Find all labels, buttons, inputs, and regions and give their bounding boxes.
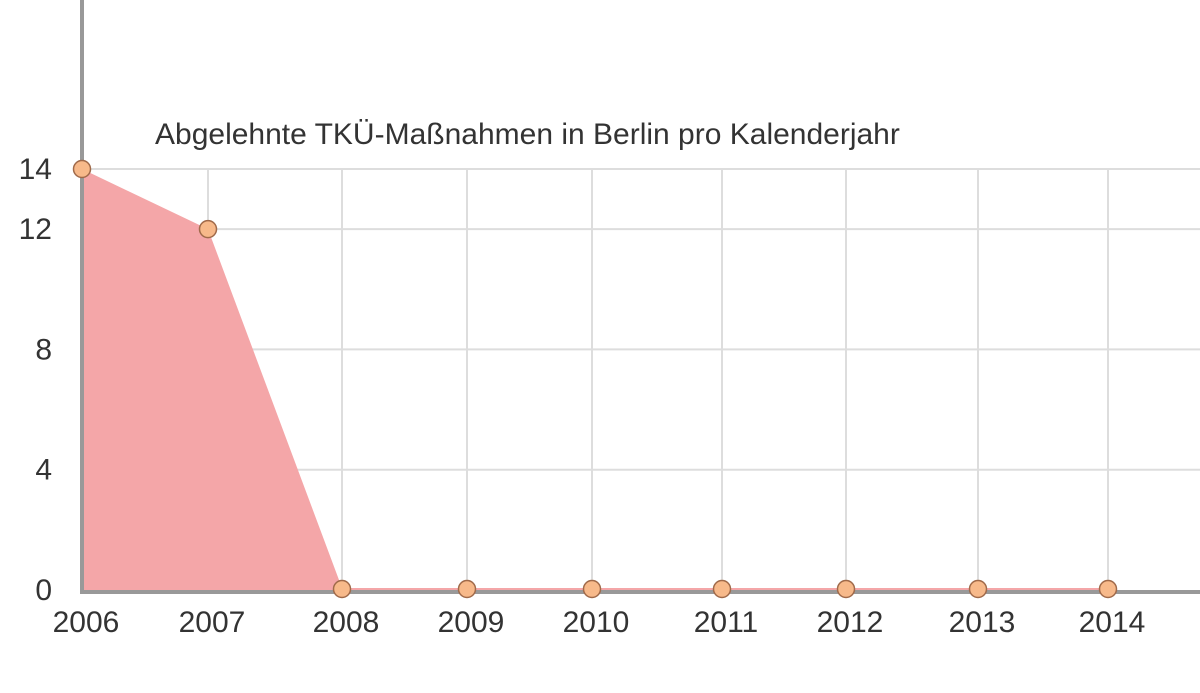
x-tick-label: 2009 <box>438 606 505 639</box>
data-point <box>332 579 352 599</box>
x-tick-label: 2011 <box>694 606 759 639</box>
axes <box>80 0 1200 594</box>
x-tick-label: 2006 <box>53 606 120 639</box>
x-tick-label: 2007 <box>179 606 246 639</box>
data-point <box>836 579 856 599</box>
data-point <box>968 579 988 599</box>
data-points <box>72 159 1118 599</box>
area-series <box>82 169 1108 594</box>
y-tick-labels: 0 4 8 12 14 <box>19 153 52 607</box>
data-point <box>712 579 732 599</box>
x-tick-label: 2014 <box>1079 606 1146 639</box>
data-point <box>72 159 92 179</box>
data-point <box>1098 579 1118 599</box>
chart-title: Abgelehnte TKÜ-Maßnahmen in Berlin pro K… <box>155 118 900 151</box>
x-tick-label: 2012 <box>817 606 884 639</box>
data-point <box>198 219 218 239</box>
x-tick-label: 2010 <box>563 606 630 639</box>
y-tick-label: 12 <box>19 213 52 246</box>
data-point <box>457 579 477 599</box>
data-point <box>582 579 602 599</box>
y-tick-label: 4 <box>35 454 52 487</box>
x-tick-labels: 2006 2007 2008 2009 2010 2011 2012 2013 2014 <box>53 606 1146 639</box>
y-tick-label: 14 <box>19 153 52 186</box>
y-tick-label: 0 <box>35 574 52 607</box>
x-tick-label: 2013 <box>949 606 1016 639</box>
y-tick-label: 8 <box>35 333 52 366</box>
x-tick-label: 2008 <box>313 606 380 639</box>
